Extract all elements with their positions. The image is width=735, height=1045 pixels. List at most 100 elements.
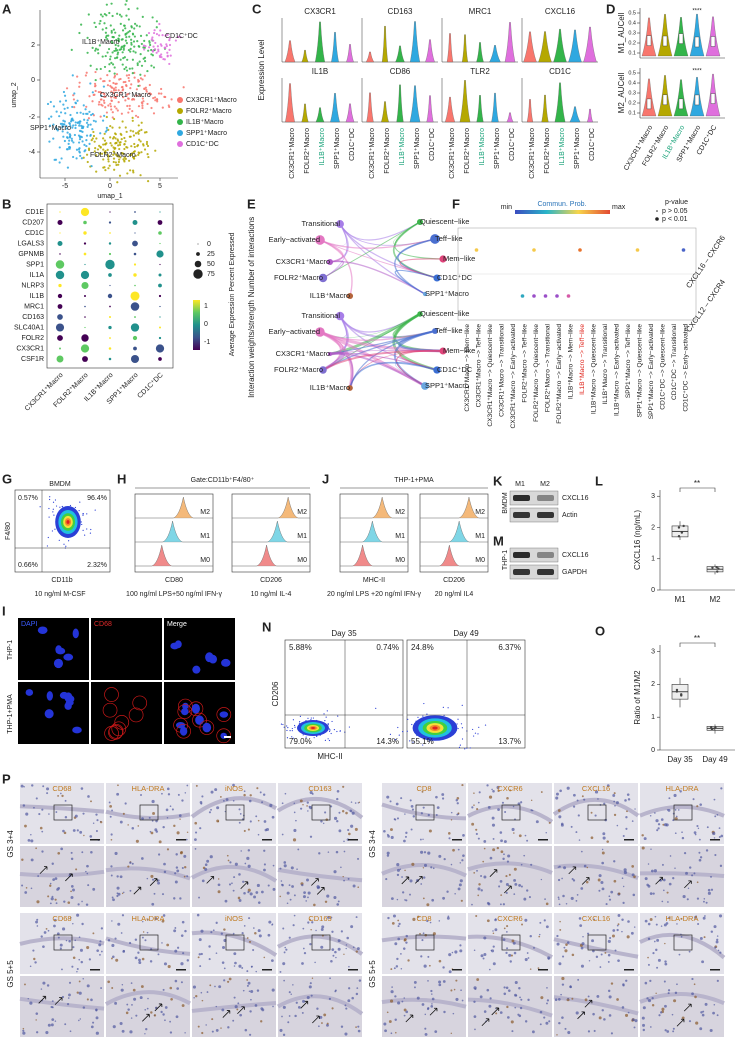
box	[710, 93, 716, 104]
cell-point	[99, 98, 103, 101]
cell-stain	[395, 965, 399, 968]
cell-stain	[613, 813, 617, 817]
cell-stain	[540, 996, 544, 1000]
cell-point	[101, 119, 105, 122]
cell-stain	[51, 1006, 54, 1009]
arrow	[684, 880, 692, 889]
cell-stain	[176, 831, 180, 835]
panel-letter: K	[493, 473, 503, 488]
cell-point	[130, 83, 133, 86]
cell-stain	[699, 803, 702, 806]
event-dot	[46, 545, 49, 547]
cell-point	[137, 132, 140, 135]
cell-stain	[86, 945, 90, 950]
node-label: CX3CR1⁺Macro	[276, 257, 330, 266]
cell-stain	[612, 929, 616, 932]
cell-stain	[154, 917, 158, 921]
cell-stain	[590, 836, 594, 840]
cell-stain	[666, 809, 669, 811]
cell-stain	[588, 960, 591, 962]
cell-stain	[448, 970, 452, 974]
cell-point	[135, 94, 138, 97]
cell-stain	[540, 878, 543, 881]
cell-stain	[181, 1004, 185, 1007]
cell-point	[131, 98, 134, 101]
cell-stain	[288, 936, 291, 939]
cell-stain	[215, 952, 218, 954]
cell-stain	[491, 788, 493, 791]
cell-point	[99, 13, 103, 16]
cell-stain	[420, 955, 423, 958]
cell-point	[124, 140, 127, 143]
cell-stain	[578, 839, 581, 841]
point	[711, 566, 714, 569]
cell-stain	[633, 1026, 636, 1029]
cell-stain	[473, 792, 475, 794]
cell-stain	[175, 853, 178, 856]
cell-stain	[393, 818, 396, 821]
arrow	[577, 1011, 585, 1020]
cell-stain	[403, 839, 406, 843]
cell-stain	[443, 858, 446, 861]
cell-stain	[338, 811, 341, 814]
event-dot	[337, 715, 339, 717]
cell-stain	[161, 893, 165, 896]
cell-stain	[504, 810, 507, 814]
cell-point	[125, 84, 128, 87]
event-dot	[325, 716, 327, 718]
cell-stain	[110, 838, 113, 841]
cell-point	[145, 34, 148, 37]
cell-stain	[500, 894, 503, 896]
cell-stain	[559, 928, 562, 931]
gene-label: MRC1	[24, 303, 44, 310]
cell-point	[91, 112, 94, 116]
cell-stain	[581, 795, 584, 798]
expression-dot	[107, 293, 113, 299]
y-tick-label: 0	[651, 747, 655, 754]
cell-stain	[139, 996, 143, 1000]
cell-stain	[110, 865, 113, 868]
cell-stain	[22, 1027, 25, 1030]
cell-point	[112, 28, 116, 31]
expression-dot	[55, 323, 65, 332]
cell-stain	[506, 796, 509, 800]
cell-stain	[186, 784, 189, 787]
expression-dot	[80, 344, 90, 353]
cell-stain	[478, 883, 481, 886]
cell-stain	[246, 970, 249, 973]
cell-stain	[257, 833, 260, 836]
quadrant-label: 96.4%	[87, 495, 107, 502]
cell-stain	[194, 831, 198, 834]
cell-point	[102, 148, 105, 151]
point	[717, 567, 720, 570]
cell-stain	[631, 820, 634, 822]
cell-stain	[396, 957, 399, 961]
cell-point	[152, 45, 155, 48]
cell-stain	[59, 947, 62, 950]
cell-point	[68, 139, 71, 142]
cell-point	[109, 55, 112, 58]
cell-stain	[561, 1016, 564, 1019]
cell-point	[114, 141, 118, 145]
plot-frame	[419, 493, 489, 573]
cell-stain	[302, 947, 305, 950]
cell-stain	[599, 966, 602, 968]
cell-stain	[340, 930, 343, 933]
x-axis-label: CD206	[443, 577, 465, 584]
cell-stain	[231, 882, 233, 885]
nucleus	[25, 689, 34, 696]
cell-point	[137, 84, 140, 88]
network-node	[326, 258, 334, 266]
cell-stain	[70, 917, 72, 919]
event-dot	[460, 723, 463, 725]
cell-stain	[390, 835, 394, 840]
cell-point	[95, 137, 98, 140]
cell-point	[104, 106, 107, 109]
cell-stain	[135, 839, 139, 843]
cell-stain	[438, 959, 442, 963]
legend-label: CX3CR1⁺Macro	[186, 97, 237, 104]
cell-stain	[448, 837, 451, 840]
cell-stain	[238, 873, 241, 876]
stain-label: CD68	[52, 784, 71, 793]
cell-stain	[461, 859, 464, 862]
